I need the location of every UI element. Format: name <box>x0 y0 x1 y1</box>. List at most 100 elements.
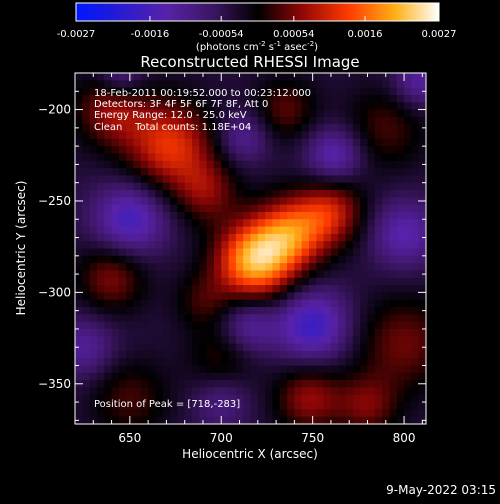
heatmap-cell <box>330 314 339 323</box>
heatmap-cell <box>104 409 112 418</box>
heatmap-cell <box>301 387 310 396</box>
heatmap-cell <box>257 211 266 220</box>
heatmap-cell <box>235 350 244 359</box>
heatmap-cell <box>235 182 244 191</box>
heatmap-cell <box>170 80 178 89</box>
heatmap-cell <box>111 336 120 344</box>
heatmap-cell <box>272 248 281 257</box>
heatmap-cell <box>184 328 193 337</box>
heatmap-cell <box>118 372 127 381</box>
heatmap-cell <box>82 204 91 213</box>
heatmap-cell <box>265 241 273 249</box>
heatmap-cell <box>411 307 420 315</box>
heatmap-cell <box>96 131 105 140</box>
heatmap-cell <box>206 255 215 264</box>
heatmap-cell <box>309 211 317 220</box>
heatmap-cell <box>360 409 368 418</box>
heatmap-cell <box>162 314 171 323</box>
heatmap-cell <box>111 350 120 359</box>
heatmap-cell <box>330 241 339 249</box>
heatmap-cell <box>82 102 91 110</box>
heatmap-cell <box>111 138 120 147</box>
heatmap-cell <box>389 365 398 374</box>
heatmap-cell <box>323 182 332 191</box>
heatmap-cell <box>177 343 186 352</box>
heatmap-cell <box>228 248 237 257</box>
heatmap-cell <box>199 270 208 279</box>
heatmap-cell <box>184 168 193 176</box>
heatmap-cell <box>316 219 325 227</box>
heatmap-cell <box>404 372 412 381</box>
heatmap-cell <box>265 153 273 162</box>
heatmap-cell <box>104 380 112 388</box>
heatmap-cell <box>140 241 149 249</box>
heatmap-cell <box>155 182 164 191</box>
heatmap-cell <box>338 394 346 403</box>
heatmap-cell <box>316 270 325 279</box>
heatmap-cell <box>206 299 215 308</box>
heatmap-cell <box>104 299 112 308</box>
heatmap-cell <box>82 131 91 140</box>
heatmap-cell <box>228 116 237 125</box>
heatmap-cell <box>199 197 208 206</box>
heatmap-cell <box>316 380 325 388</box>
heatmap-cell <box>75 365 83 374</box>
heatmap-cell <box>345 285 354 293</box>
heatmap-cell <box>170 299 178 308</box>
heatmap-cell <box>213 343 222 352</box>
heatmap-cell <box>250 241 259 249</box>
x-tick-label: 700 <box>210 431 233 445</box>
heatmap-cell <box>257 226 266 235</box>
heatmap-cell <box>330 394 339 403</box>
heatmap-cell <box>170 285 178 293</box>
heatmap-cell <box>257 190 266 198</box>
heatmap-cell <box>294 131 303 140</box>
heatmap-cell <box>265 343 273 352</box>
heatmap-cell <box>309 160 317 169</box>
heatmap-cell <box>192 73 200 81</box>
heatmap-cell <box>155 321 164 330</box>
heatmap-cell <box>118 380 127 388</box>
heatmap-cell <box>111 182 120 191</box>
heatmap-cell <box>287 94 295 103</box>
heatmap-cell <box>382 204 390 213</box>
heatmap-cell <box>75 277 83 286</box>
heatmap-cell <box>250 299 259 308</box>
heatmap-cell <box>272 263 281 271</box>
heatmap-cell <box>96 307 105 315</box>
heatmap-cell <box>228 292 237 301</box>
heatmap-cell <box>133 321 142 330</box>
heatmap-cell <box>360 87 368 96</box>
heatmap-cell <box>279 314 288 323</box>
heatmap-cell <box>228 219 237 227</box>
heatmap-cell <box>140 233 149 242</box>
heatmap-cell <box>82 219 91 227</box>
heatmap-cell <box>404 416 412 425</box>
heatmap-cell <box>206 336 215 344</box>
heatmap-cell <box>396 109 405 118</box>
heatmap-cell <box>104 182 112 191</box>
heatmap-cell <box>96 190 105 198</box>
heatmap-cell <box>177 358 186 366</box>
annotation-detectors: Detectors: 3F 4F 5F 6F 7F 8F, Att 0 <box>94 99 268 110</box>
heatmap-cell <box>279 116 288 125</box>
heatmap-cell <box>177 402 186 410</box>
heatmap-cell <box>265 87 273 96</box>
heatmap-cell <box>352 94 361 103</box>
heatmap-cell <box>177 160 186 169</box>
heatmap-cell <box>301 416 310 425</box>
heatmap-cell <box>177 219 186 227</box>
heatmap-cell <box>206 270 215 279</box>
heatmap-cell <box>140 182 149 191</box>
heatmap-cell <box>396 350 405 359</box>
heatmap-cell <box>301 314 310 323</box>
heatmap-cell <box>396 241 405 249</box>
heatmap-cell <box>118 416 127 425</box>
heatmap-cell <box>206 328 215 337</box>
heatmap-cell <box>184 299 193 308</box>
heatmap-cell <box>404 153 412 162</box>
heatmap-cell <box>155 204 164 213</box>
heatmap-cell <box>404 80 412 89</box>
heatmap-cell <box>352 124 361 132</box>
heatmap-cell <box>389 387 398 396</box>
